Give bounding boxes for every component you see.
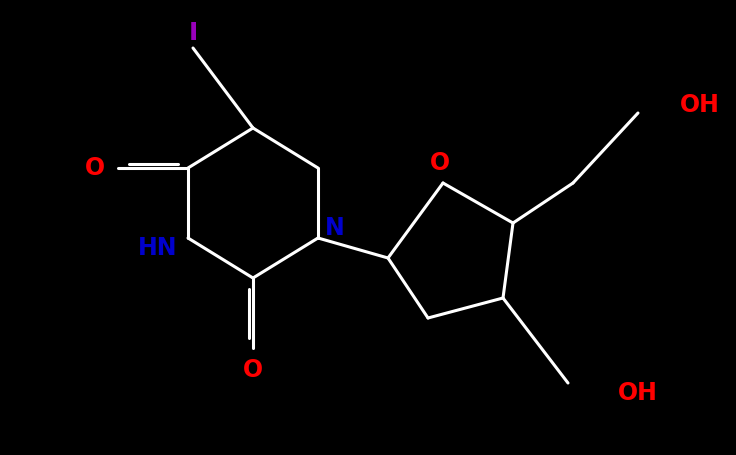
Text: N: N xyxy=(325,216,345,240)
Text: O: O xyxy=(430,151,450,175)
Text: OH: OH xyxy=(680,93,720,117)
Text: I: I xyxy=(188,21,198,45)
Text: O: O xyxy=(85,156,105,180)
Text: OH: OH xyxy=(618,381,658,405)
Text: HN: HN xyxy=(138,236,178,260)
Text: O: O xyxy=(243,358,263,382)
